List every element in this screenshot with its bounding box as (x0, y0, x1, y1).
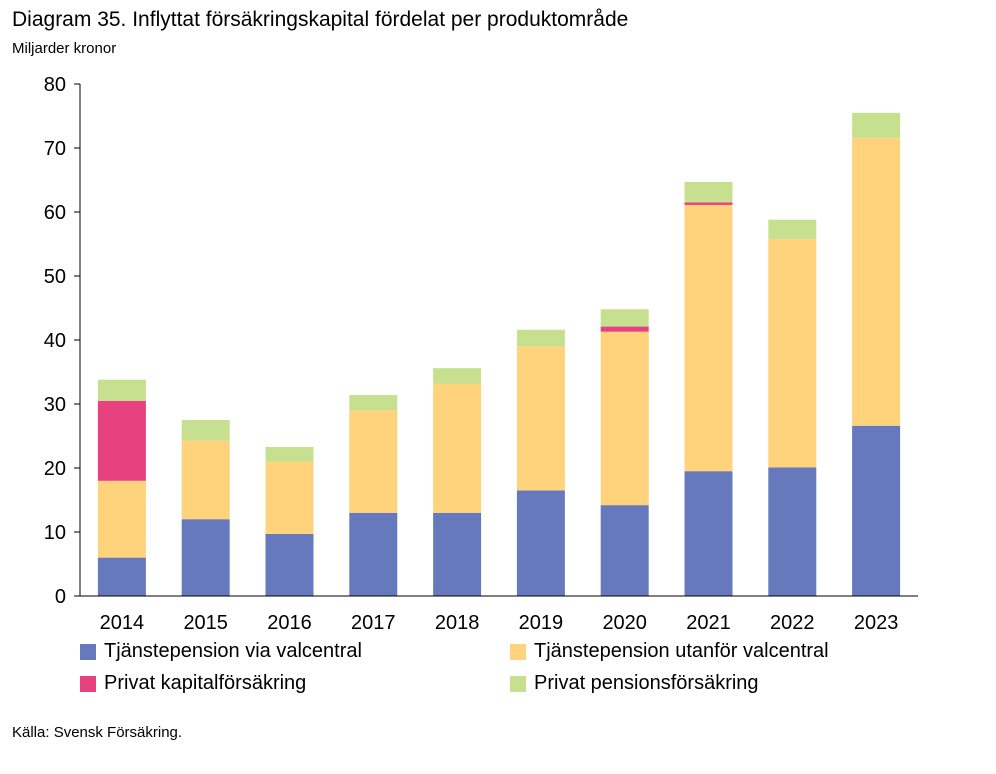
legend-item: Tjänstepension via valcentral (80, 640, 362, 663)
bar-segment (349, 410, 398, 513)
bar-segment (684, 204, 733, 472)
x-tick-label: 2023 (854, 612, 899, 634)
bar-segment (97, 379, 146, 401)
bar-segment (684, 471, 733, 596)
x-tick-label: 2021 (686, 612, 731, 634)
legend-label: Privat pensionsförsäkring (534, 672, 759, 694)
bar-segment (768, 467, 817, 596)
bar-segment (852, 112, 901, 138)
bar-segment (852, 425, 901, 596)
legend-item: Privat kapitalförsäkring (80, 672, 306, 695)
bar-segment (97, 557, 146, 596)
y-tick-label: 80 (44, 74, 66, 96)
source-note: Källa: Svensk Försäkring. (12, 724, 183, 741)
legend-label: Privat kapitalförsäkring (104, 672, 307, 694)
chart-title: Diagram 35. Inflyttat försäkringskapital… (12, 8, 629, 31)
legend-swatch (80, 643, 96, 660)
bar-segment (684, 202, 733, 205)
bar-segment (516, 346, 565, 491)
y-tick-label: 10 (44, 522, 66, 544)
legend-swatch (80, 675, 96, 692)
x-tick-label: 2022 (770, 612, 815, 634)
bar-segment (600, 331, 649, 506)
x-tick-label: 2020 (602, 612, 647, 634)
y-tick-label: 70 (44, 138, 66, 160)
bar-segment (181, 440, 230, 520)
bar-segment (181, 519, 230, 596)
y-tick-label: 0 (55, 586, 66, 608)
y-tick-label: 50 (44, 266, 66, 288)
bar-segment (600, 505, 649, 596)
bar-segment (181, 420, 230, 441)
bar-segment (433, 383, 482, 513)
y-tick-label: 40 (44, 330, 66, 352)
bar-segment (600, 326, 649, 332)
bar-segment (349, 512, 398, 596)
bar-segment (433, 512, 482, 596)
legend-label: Tjänstepension utanför valcentral (534, 640, 829, 662)
bar-segment (516, 490, 565, 596)
bar-segment (684, 181, 733, 203)
chart-unit: Miljarder kronor (12, 40, 117, 57)
legend-label: Tjänstepension via valcentral (104, 640, 362, 662)
legend-swatch (510, 675, 526, 692)
y-tick-label: 20 (44, 458, 66, 480)
bar-segment (768, 219, 817, 239)
bar-segment (516, 329, 565, 347)
bar-segment (852, 137, 901, 426)
x-tick-label: 2014 (100, 612, 145, 634)
bar-segment (600, 309, 649, 327)
x-tick-label: 2018 (435, 612, 480, 634)
bar-segment (433, 368, 482, 384)
bar-segment (349, 395, 398, 411)
x-tick-label: 2015 (183, 612, 228, 634)
y-tick-label: 30 (44, 394, 66, 416)
legend-item: Tjänstepension utanför valcentral (510, 640, 829, 663)
bar-segment (97, 480, 146, 558)
x-tick-label: 2017 (351, 612, 396, 634)
y-tick-label: 60 (44, 202, 66, 224)
bar-segment (97, 400, 146, 481)
legend-item: Privat pensionsförsäkring (510, 672, 759, 695)
bar-segment (265, 461, 314, 534)
bar-segment (265, 446, 314, 462)
bar-segment (265, 533, 314, 596)
bar-segment (768, 238, 817, 468)
x-tick-label: 2016 (267, 612, 312, 634)
legend-swatch (510, 643, 526, 660)
x-tick-label: 2019 (519, 612, 564, 634)
